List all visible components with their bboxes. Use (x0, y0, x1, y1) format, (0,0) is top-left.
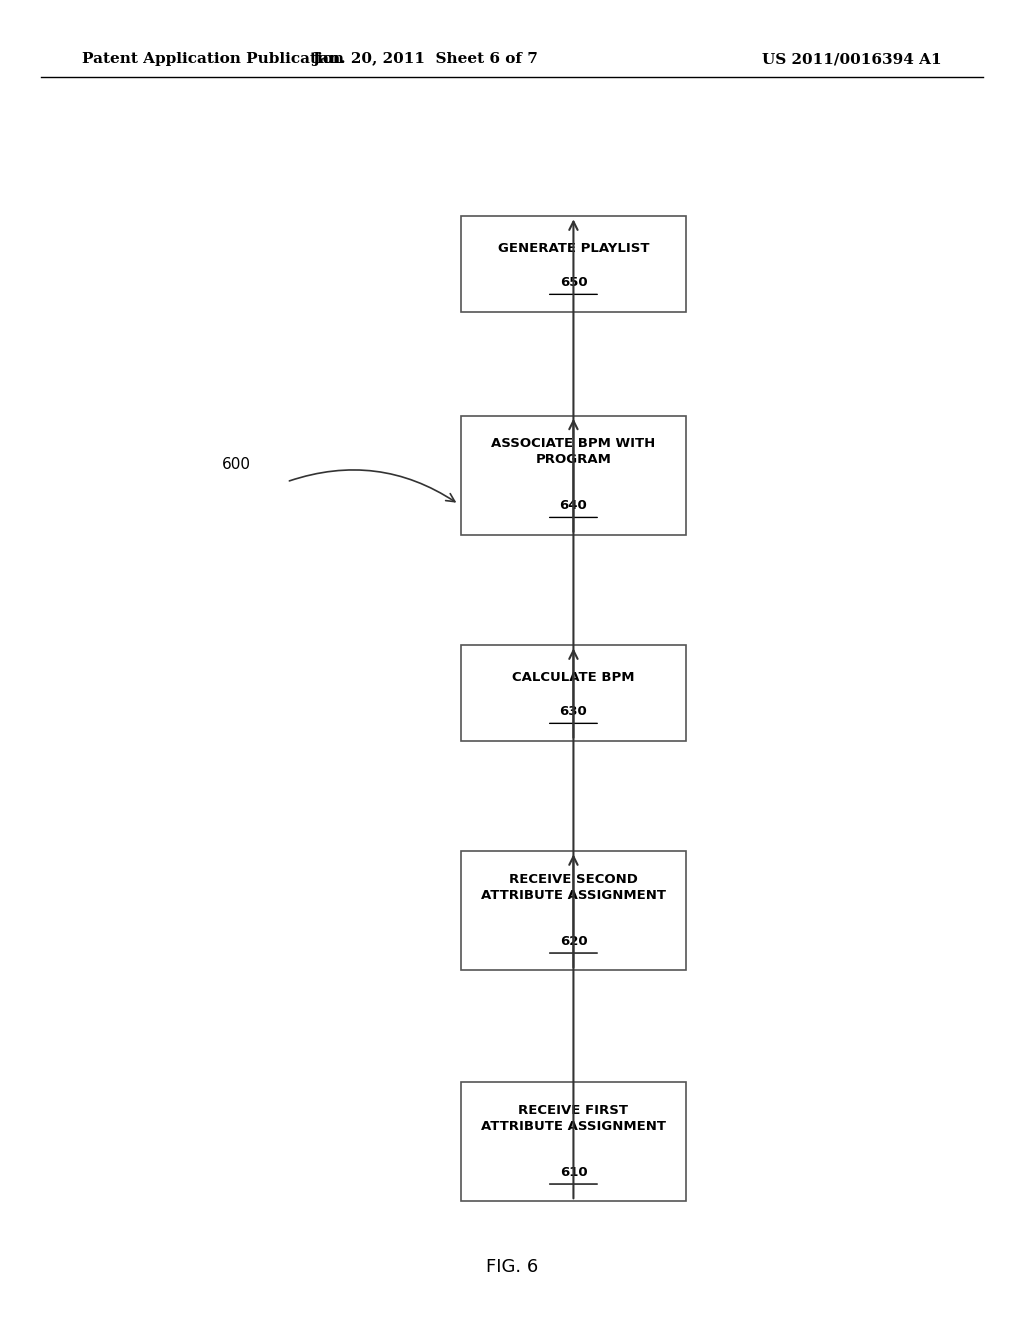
Text: 650: 650 (560, 276, 587, 289)
FancyBboxPatch shape (461, 416, 686, 535)
Text: 630: 630 (559, 705, 588, 718)
Text: US 2011/0016394 A1: US 2011/0016394 A1 (763, 53, 942, 66)
Text: FIG. 6: FIG. 6 (485, 1258, 539, 1276)
Text: RECEIVE SECOND
ATTRIBUTE ASSIGNMENT: RECEIVE SECOND ATTRIBUTE ASSIGNMENT (481, 873, 666, 902)
Text: RECEIVE FIRST
ATTRIBUTE ASSIGNMENT: RECEIVE FIRST ATTRIBUTE ASSIGNMENT (481, 1104, 666, 1133)
FancyBboxPatch shape (461, 216, 686, 312)
Text: Patent Application Publication: Patent Application Publication (82, 53, 344, 66)
Text: GENERATE PLAYLIST: GENERATE PLAYLIST (498, 242, 649, 255)
FancyBboxPatch shape (461, 645, 686, 741)
FancyBboxPatch shape (461, 1082, 686, 1201)
Text: 620: 620 (560, 935, 587, 948)
Text: ASSOCIATE BPM WITH
PROGRAM: ASSOCIATE BPM WITH PROGRAM (492, 437, 655, 466)
Text: CALCULATE BPM: CALCULATE BPM (512, 671, 635, 684)
Text: 640: 640 (559, 499, 588, 512)
Text: Jan. 20, 2011  Sheet 6 of 7: Jan. 20, 2011 Sheet 6 of 7 (312, 53, 538, 66)
Text: 600: 600 (222, 457, 251, 473)
FancyBboxPatch shape (461, 851, 686, 970)
Text: 610: 610 (560, 1166, 587, 1179)
